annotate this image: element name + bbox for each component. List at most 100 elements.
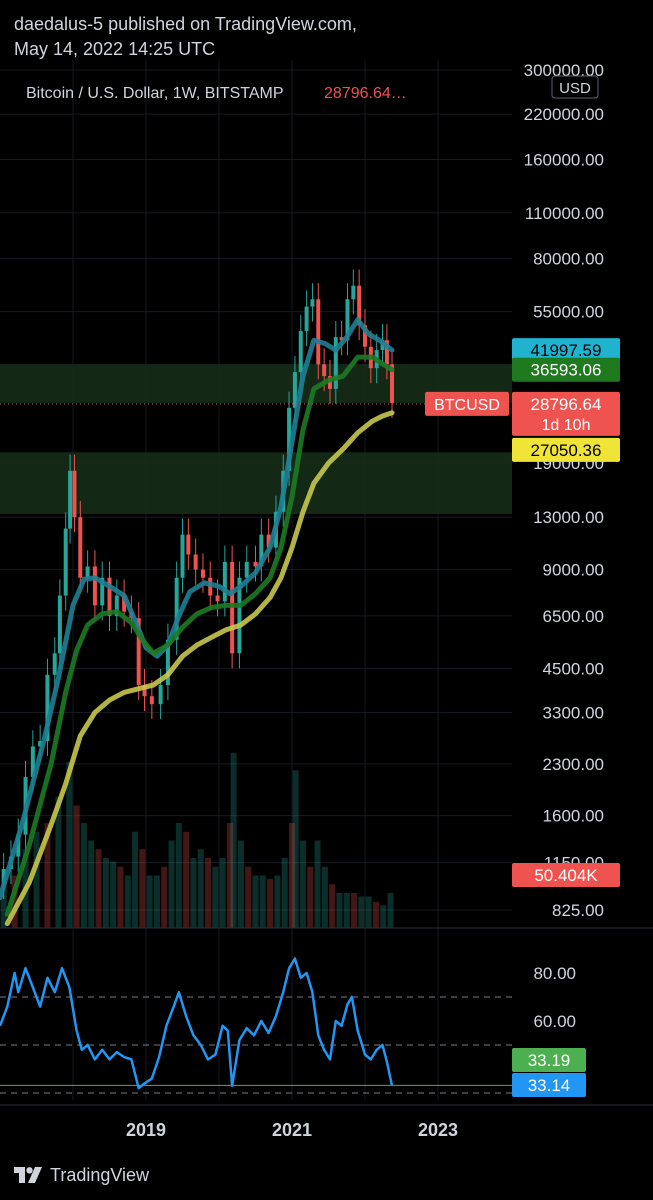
ema-mid-line — [4, 354, 395, 917]
candle-body — [244, 561, 249, 578]
chart-legend-price: 28796.64… — [324, 85, 407, 102]
volume-bar — [11, 875, 18, 928]
volume-bar — [205, 858, 212, 928]
price-tick-label: 13000.00 — [533, 508, 604, 527]
candle-body — [292, 372, 297, 408]
ema-fast-price-label-bg — [512, 338, 620, 363]
candle-body — [327, 376, 332, 389]
publisher-line: daedalus-5 published on TradingView.com, — [14, 14, 357, 34]
candle-body — [30, 746, 35, 777]
ema-mid-price-label: 36593.06 — [531, 361, 602, 380]
volume-bar — [292, 770, 299, 928]
candle-body — [333, 337, 338, 389]
volume-bar — [33, 831, 40, 928]
volume-bar — [365, 896, 372, 928]
moving-averages — [0, 317, 395, 927]
footer: TradingView — [14, 1160, 149, 1190]
volume-bar — [80, 823, 87, 928]
candle-body — [298, 331, 303, 373]
time-axis[interactable]: 2019 2021 2023 — [0, 1104, 653, 1140]
volume-bar — [351, 893, 358, 928]
ema-fast-line — [0, 317, 395, 901]
volume-bar — [146, 875, 153, 928]
price-tick-label: 220000.00 — [524, 105, 604, 124]
volume-bar — [245, 866, 252, 928]
candle-body — [78, 517, 83, 578]
zone-1 — [0, 452, 512, 514]
volume-value-label-bg — [512, 863, 620, 887]
countdown-label: 1d 10h — [542, 417, 591, 434]
rsi-ma-value-bg — [512, 1048, 586, 1072]
ema-slow-line — [4, 410, 395, 927]
currency-button[interactable]: USD — [559, 80, 591, 97]
volume-bar — [230, 753, 237, 928]
currency-button-frame[interactable] — [551, 75, 599, 99]
footer-brand: TradingView — [50, 1164, 150, 1185]
candle-body — [180, 534, 185, 578]
candle-body — [339, 337, 344, 341]
volume-bar — [387, 893, 394, 928]
candle-body — [363, 325, 367, 347]
volume-bar — [358, 896, 365, 928]
volume-bar — [102, 858, 109, 928]
volume-bar — [307, 866, 314, 928]
price-tick-label: 2300.00 — [543, 755, 604, 774]
candle-body — [237, 577, 242, 654]
candle-body — [1, 869, 6, 885]
candle-body — [384, 340, 389, 365]
price-tick-label: 1600.00 — [543, 807, 604, 826]
volume-bar — [329, 884, 336, 928]
volume-bar — [88, 840, 95, 928]
price-tick-label: 4500.00 — [543, 659, 604, 678]
rsi-line — [0, 957, 394, 1090]
candle-body — [200, 569, 205, 578]
volume-bar — [267, 879, 274, 928]
volume-bar — [321, 866, 328, 928]
volume-bar — [95, 849, 102, 928]
candle-body — [287, 407, 292, 471]
volume-bar — [161, 866, 168, 928]
candle-body — [357, 285, 362, 326]
volume-bar — [281, 858, 288, 928]
candle-body — [310, 299, 315, 307]
price-tick-label: 9000.00 — [543, 561, 604, 580]
candle-body — [390, 364, 395, 403]
volume-bar — [237, 840, 244, 928]
volume-bar — [117, 866, 124, 928]
volume-bar — [219, 858, 226, 928]
price-chart[interactable]: 300000.00 220000.00 160000.00 110000.00 8000… — [0, 60, 653, 1160]
volume-bar — [252, 875, 259, 928]
volume-bar — [289, 823, 295, 928]
price-tick-label: 160000.00 — [524, 151, 604, 170]
ema-fast-price-label: 41997.59 — [531, 341, 602, 360]
volume-bar — [226, 823, 233, 928]
candle-body — [38, 741, 43, 747]
last-price-label: 28796.64 — [531, 395, 602, 414]
candle-body — [304, 306, 309, 332]
rsi-value-bg — [512, 1073, 586, 1097]
volume-bar — [139, 849, 146, 928]
candle-body — [186, 534, 191, 555]
volume-bar — [343, 893, 350, 928]
candle-body — [142, 685, 147, 697]
candle-body — [52, 653, 57, 675]
candle-body — [57, 595, 62, 654]
rsi-tick-label: 80.00 — [533, 964, 576, 983]
candle-body — [174, 577, 179, 640]
candle-body — [259, 534, 264, 567]
candle-body — [322, 364, 327, 377]
candle-body — [16, 834, 21, 857]
price-tick-label: 55000.00 — [533, 303, 604, 322]
volume-value-label: 50.404K — [534, 866, 598, 885]
volume-bar — [73, 805, 80, 928]
candle-body — [114, 595, 119, 616]
ema-mid-price-label-bg — [512, 357, 620, 382]
volume-bar — [55, 796, 62, 928]
candle-body — [85, 566, 90, 578]
candle-body — [345, 299, 350, 341]
volume-bar — [124, 875, 131, 928]
last-price-label-bg — [512, 391, 620, 436]
volume-bar — [175, 823, 182, 928]
candle-body — [351, 285, 356, 300]
